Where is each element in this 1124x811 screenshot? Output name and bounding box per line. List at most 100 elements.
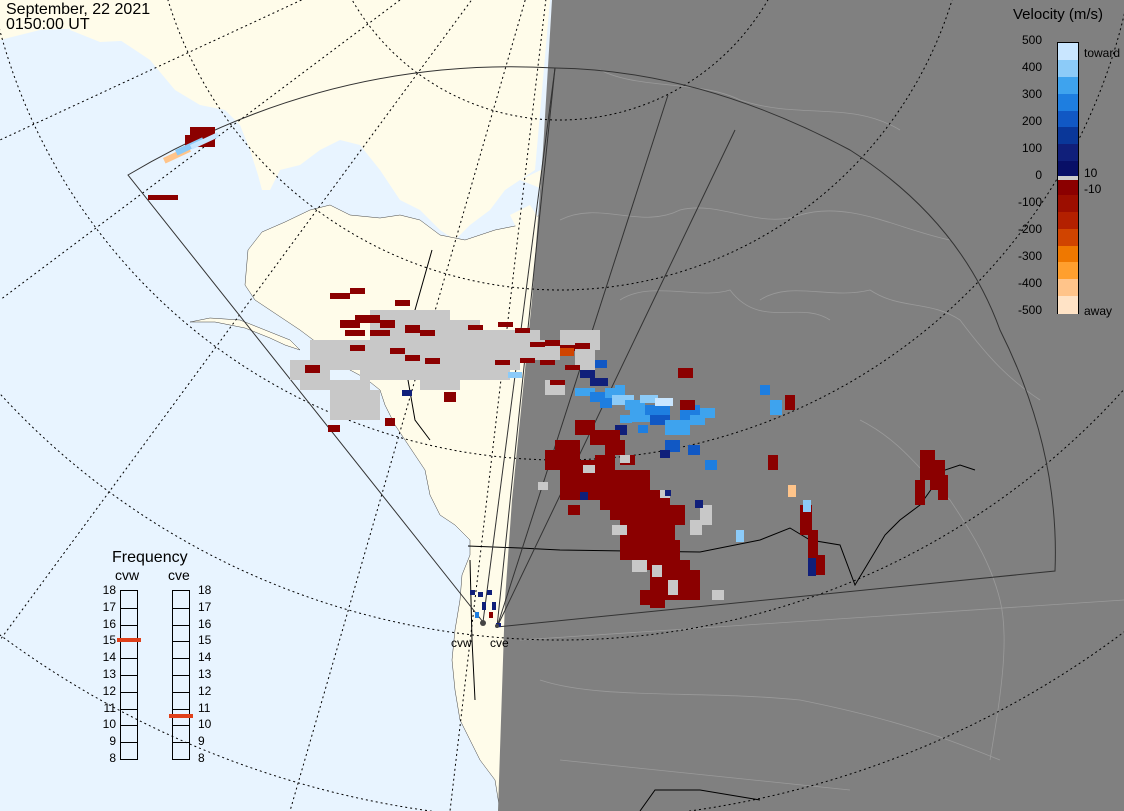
scatter-cell [605,440,625,455]
frequency-tick: 17 [102,599,116,614]
scatter-cell [680,400,695,410]
frequency-scale-line [121,691,137,693]
scatter-cell [385,418,395,426]
scatter-cell [515,328,530,333]
colorbar-tick: 500 [1021,33,1042,47]
frequency-tick: 15 [198,633,212,648]
colorbar-tick: -300 [1017,249,1042,263]
scatter-cell [630,470,650,490]
scatter-cell [498,322,513,327]
frequency-scale-line [173,725,189,727]
scatter-cell [575,388,595,396]
scatter-cell [355,315,380,323]
scatter-cell [583,465,595,473]
scatter-cell [595,360,607,368]
scatter-cell [565,365,580,370]
scatter-cell [615,385,625,393]
scatter-cell [405,325,420,333]
scatter-cell [530,342,545,347]
scatter-cell [625,400,645,410]
scatter-cell [665,490,671,496]
frequency-tick: 9 [109,734,116,749]
colorbar-swatch [1058,262,1078,280]
scatter-cell [815,555,825,575]
frequency-tick: 11 [103,700,116,715]
colorbar-swatch [1058,211,1078,230]
scatter-cell [612,395,634,405]
scatter-cell [660,450,670,458]
colorbar-zero-band [1058,176,1078,180]
frequency-tick: 11 [198,700,211,715]
frequency-scale-line [173,742,189,744]
frequency-tick: 16 [198,616,212,631]
scatter-cell [650,598,665,608]
frequency-scale-line [173,675,189,676]
colorbar-tick-neg10: -10 [1084,182,1102,196]
scatter-cell [380,320,395,328]
scatter-cell [580,492,588,500]
radar-site-cvw-label: cvw [451,636,472,650]
scatter-cell [595,455,615,470]
scatter-cell [620,455,630,463]
scatter-cell [190,132,220,150]
scatter-cell [305,365,320,373]
frequency-tick: 14 [102,650,116,665]
scatter-cell [638,425,648,433]
frequency-tick: 17 [198,599,212,614]
frequency-scale-line [121,658,137,660]
scatter-cell [612,525,627,535]
scatter-cell [402,390,412,396]
scatter-cell [760,385,770,395]
scatter-cell [495,360,510,365]
frequency-scale-line [173,658,189,660]
scatter-cell [550,380,565,385]
colorbar-swatch [1058,110,1078,128]
scatter-cell [350,345,365,351]
land-siberia [0,0,550,240]
scatter-cell [444,392,456,402]
night-coastlines [519,69,1124,791]
scatter-cell [665,420,690,435]
scatter-cell [680,570,700,600]
scatter-cell [300,370,330,390]
scatter-cell [700,408,715,418]
radar-site-cve-label: cve [490,636,509,650]
scatter-cell [425,358,440,364]
frequency-tick: 18 [198,583,212,597]
frequency-tick: 8 [109,751,116,765]
scatter-cell [770,400,782,415]
frequency-scale-line [173,708,189,710]
frequency-tick: 18 [102,583,116,597]
scatter-cell [580,370,595,378]
frequency-tick: 15 [102,633,116,648]
scatter-cell [489,612,493,618]
frequency-scale-line [173,691,189,693]
scatter-cell [420,330,435,336]
colorbar-swatch [1058,144,1078,162]
freq-radar-cvw-label: cvw [115,567,140,583]
scatter-cell [330,293,350,299]
land-siberia-2 [60,0,170,42]
frequency-scale-line [121,725,137,727]
scatter-cell [370,330,390,336]
scatter-cell [520,358,535,363]
scatter-cell [590,392,612,402]
frequency-scale-box [172,590,190,760]
scatter-cell [478,592,483,597]
frequency-scale-line [173,607,189,609]
colorbar-swatch [1058,59,1078,78]
colorbar-tick: 400 [1021,60,1042,74]
scatter-cell [328,425,340,432]
scatter-cell [705,460,717,470]
scatter-cell [768,455,778,470]
colorbar-swatch [1058,279,1078,297]
frequency-marker [117,638,141,643]
scatter-cell [600,400,612,408]
scatter-cell [148,195,178,200]
colorbar-tick: -500 [1017,303,1042,317]
frequency-tick: 12 [198,683,212,698]
date-label: September, 22 2021 [6,1,151,18]
radar-site-cve-marker [495,624,499,628]
